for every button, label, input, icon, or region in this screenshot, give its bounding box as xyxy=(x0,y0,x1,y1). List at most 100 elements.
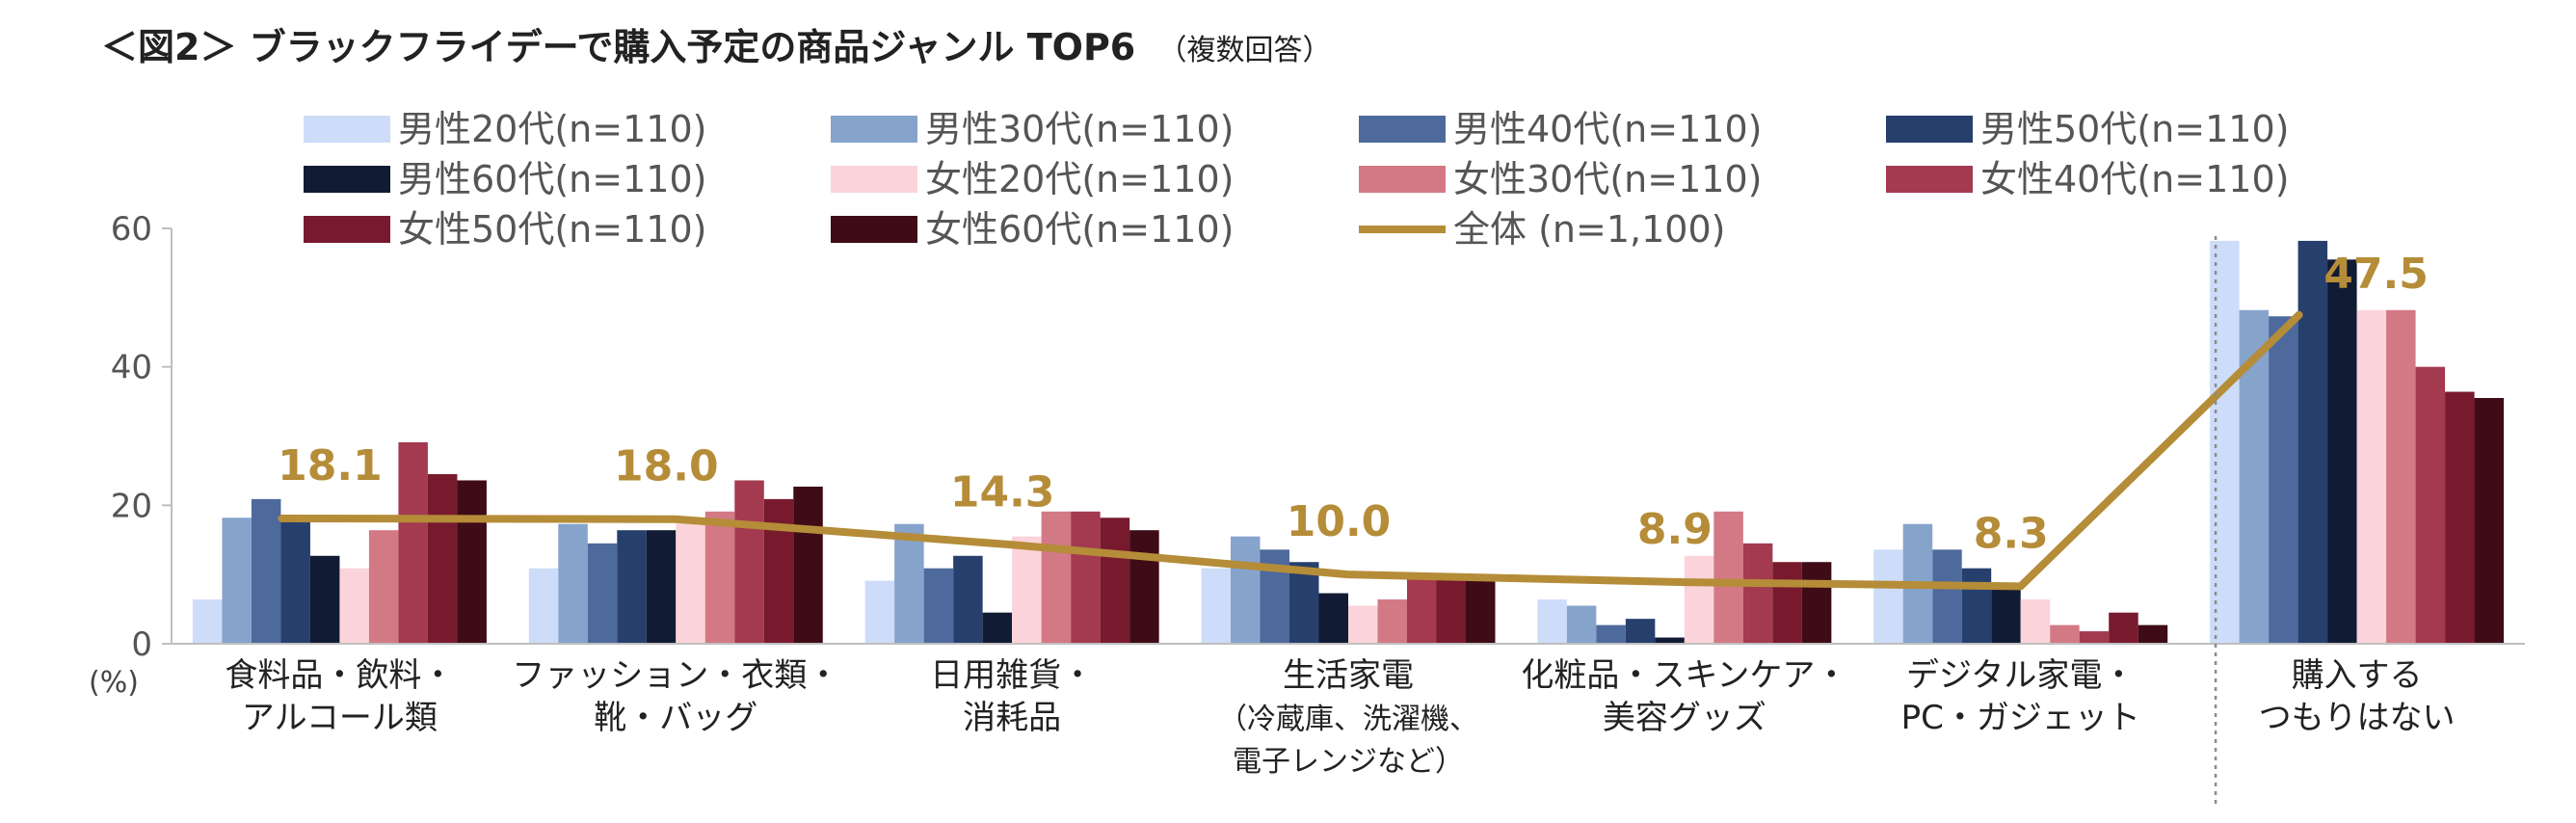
legend-item: 男性60代(n=110) xyxy=(304,158,706,200)
bars xyxy=(192,240,2505,644)
bar xyxy=(1100,518,1130,644)
x-tick-label-line: デジタル家電・ xyxy=(1906,656,2135,695)
legend-swatch xyxy=(304,166,390,193)
bar xyxy=(1991,587,2021,644)
x-tick-label-line: 購入する xyxy=(2292,656,2423,695)
bar xyxy=(704,511,735,644)
x-tick-label-line: アルコール類 xyxy=(242,699,438,737)
bar xyxy=(982,612,1013,644)
bar xyxy=(1596,624,1626,644)
total-data-label: 8.3 xyxy=(1974,509,2049,558)
bar xyxy=(587,543,618,644)
bar xyxy=(1377,599,1407,644)
bar xyxy=(1071,511,1101,644)
bar xyxy=(222,518,252,644)
bar-series xyxy=(222,309,2270,644)
bar xyxy=(2138,624,2168,644)
bar xyxy=(192,599,223,644)
bar xyxy=(1289,562,1319,644)
x-tick-label: デジタル家電・ PC・ガジェット xyxy=(1901,656,2140,737)
bar xyxy=(793,486,823,644)
bar xyxy=(1129,530,1159,644)
legend-label: 女性20代(n=110) xyxy=(925,158,1234,200)
bar xyxy=(1566,605,1597,644)
x-tick-label-line: つもりはない xyxy=(2259,699,2456,737)
legend-item: 全体 (n=1,100) xyxy=(1359,208,1725,251)
x-tick-label-line: 化粧品・スキンケア・ xyxy=(1521,656,1847,695)
x-tick-label: ファッション・衣類・靴・バッグ xyxy=(512,656,839,737)
y-tick-label: 20 xyxy=(111,487,152,525)
bar xyxy=(457,480,487,644)
legend-item: 女性50代(n=110) xyxy=(304,208,706,251)
bar xyxy=(1655,637,1685,644)
bar xyxy=(1873,549,1903,644)
bar xyxy=(558,523,588,644)
legend-label: 男性40代(n=110) xyxy=(1453,108,1762,150)
total-line xyxy=(278,310,2303,591)
total-data-label: 18.1 xyxy=(278,441,383,491)
total-data-label: 10.0 xyxy=(1287,497,1392,546)
chart-title-main: ＜図2＞ ブラックフライデーで購入予定の商品ジャンル TOP6 xyxy=(101,26,1135,68)
legend-label: 男性60代(n=110) xyxy=(398,158,706,200)
bar xyxy=(923,568,954,644)
total-data-label: 14.3 xyxy=(950,467,1055,517)
bar xyxy=(309,555,340,644)
legend-label: 女性50代(n=110) xyxy=(398,208,706,251)
bar xyxy=(2079,631,2110,644)
bar xyxy=(368,530,399,644)
x-axis: 食料品・飲料・アルコール類ファッション・衣類・靴・バッグ日用雑貨・消耗品生活家電… xyxy=(172,236,2525,808)
bar-series xyxy=(192,240,2240,644)
legend-swatch xyxy=(1359,166,1446,193)
bar xyxy=(734,480,764,644)
bar xyxy=(864,580,895,644)
bar xyxy=(1625,619,1656,644)
legend: 男性20代(n=110) 男性30代(n=110) 男性40代(n=110) 男性50… xyxy=(304,108,2289,251)
bar xyxy=(1537,599,1567,644)
bar-series xyxy=(280,240,2328,644)
bar-series xyxy=(368,309,2416,644)
bar xyxy=(2356,309,2387,644)
y-tick-label: 60 xyxy=(111,210,152,249)
bar xyxy=(617,530,647,644)
bar xyxy=(2445,391,2475,644)
bar xyxy=(1801,562,1832,644)
bar xyxy=(2210,240,2240,644)
legend-label: 女性30代(n=110) xyxy=(1453,158,1762,200)
bar xyxy=(763,498,794,644)
total-data-label: 47.5 xyxy=(2324,250,2429,299)
chart-title: ＜図2＞ ブラックフライデーで購入予定の商品ジャンル TOP6 （複数回答） xyxy=(101,26,1331,68)
legend-item: 女性20代(n=110) xyxy=(831,158,1234,200)
legend-swatch xyxy=(1359,116,1446,143)
legend-swatch xyxy=(304,116,390,143)
bar xyxy=(1932,549,1962,644)
bar xyxy=(1348,605,1378,644)
x-tick-label-line: PC・ガジェット xyxy=(1901,699,2140,737)
total-line-group: 18.1 18.0 14.3 10.0 8.9 8.3 47.5 xyxy=(278,250,2429,591)
x-tick-label: 化粧品・スキンケア・美容グッズ xyxy=(1521,656,1847,737)
x-tick-label-line: 靴・バッグ xyxy=(594,699,757,737)
bar-series xyxy=(457,397,2505,644)
legend-swatch xyxy=(831,166,917,193)
bar xyxy=(1041,511,1072,644)
legend-item: 男性20代(n=110) xyxy=(304,108,706,150)
bar xyxy=(339,568,369,644)
y-axis: 0 20 40 60 xyxy=(111,210,173,664)
bar xyxy=(1318,593,1348,644)
x-tick-label-line: 美容グッズ xyxy=(1603,699,1766,737)
legend-item: 男性50代(n=110) xyxy=(1886,108,2289,150)
bar xyxy=(1407,574,1437,644)
bar xyxy=(676,518,705,644)
legend-label: 全体 (n=1,100) xyxy=(1453,208,1725,251)
bar-series xyxy=(427,391,2475,644)
x-tick-label-line: ファッション・衣類・ xyxy=(512,656,839,695)
legend-label: 女性60代(n=110) xyxy=(925,208,1234,251)
legend-item: 女性40代(n=110) xyxy=(1886,158,2289,200)
bar xyxy=(398,441,428,644)
bar xyxy=(1012,536,1042,644)
legend-item: 女性60代(n=110) xyxy=(831,208,1234,251)
total-data-label: 18.0 xyxy=(614,442,719,491)
bar xyxy=(646,530,677,644)
y-tick-label: 40 xyxy=(111,349,152,387)
bar-series xyxy=(251,316,2298,644)
